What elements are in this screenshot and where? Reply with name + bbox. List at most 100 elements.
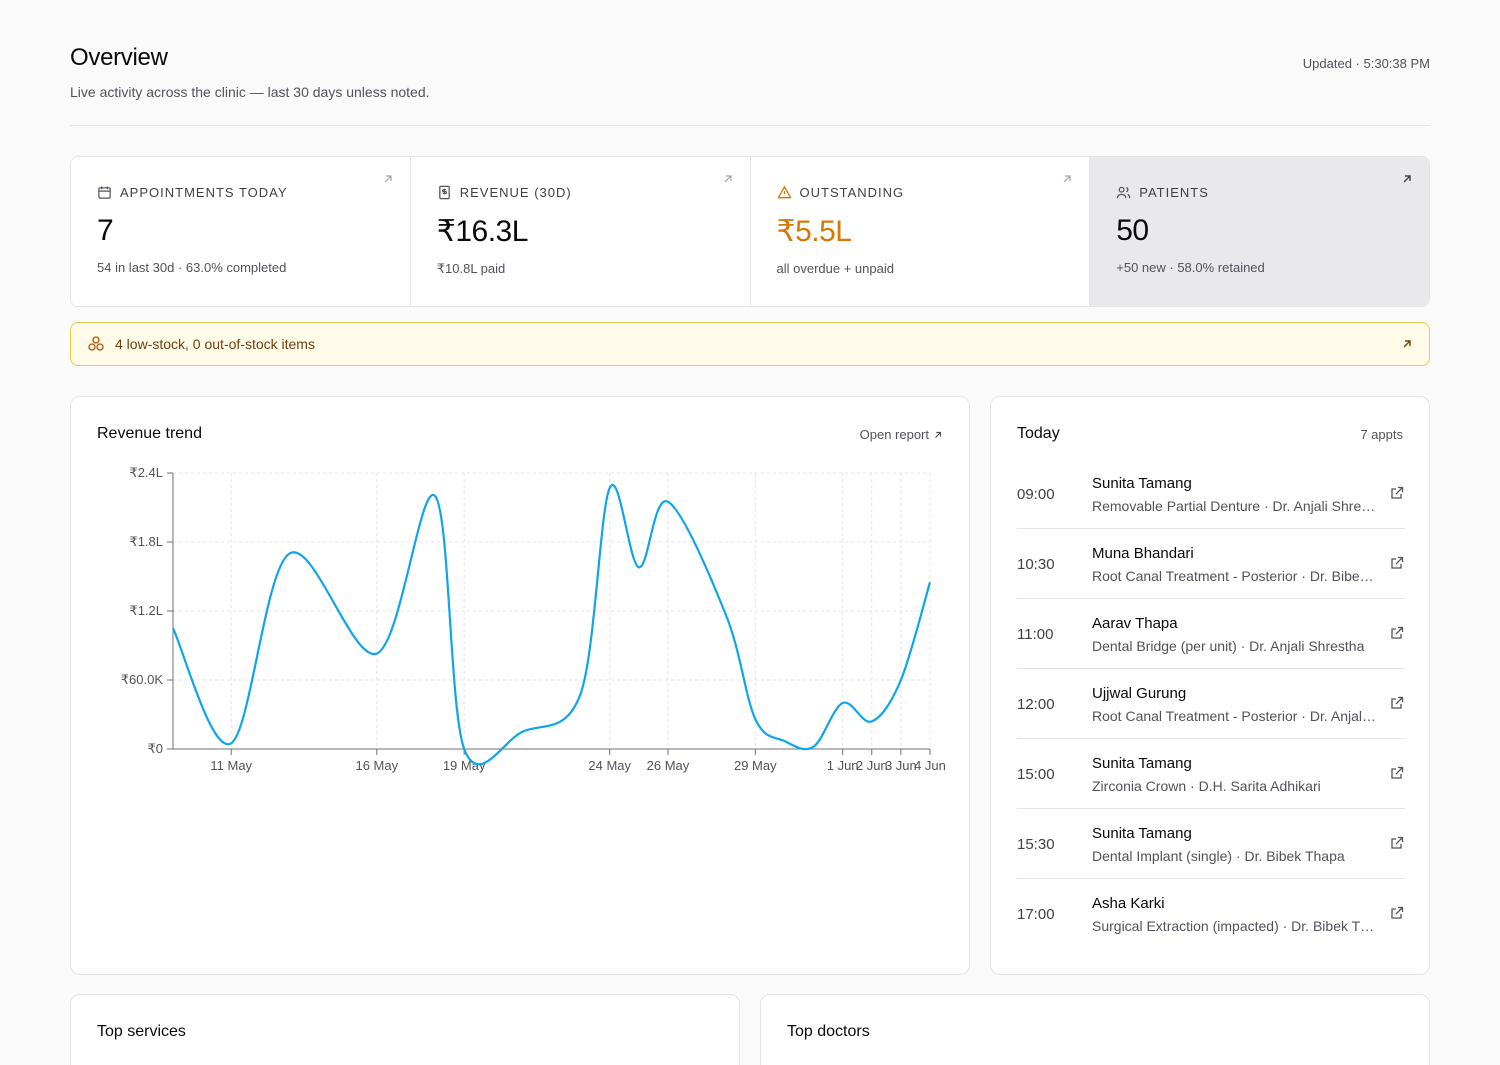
header-divider xyxy=(70,125,1430,126)
page-header: Overview Live activity across the clinic… xyxy=(70,44,1430,100)
appointment-time: 10:30 xyxy=(1017,556,1055,573)
stat-patients[interactable]: Patients 50 +50 new · 58.0% retained xyxy=(1090,157,1429,306)
appointment-time: 15:00 xyxy=(1017,766,1055,783)
users-icon xyxy=(1117,186,1131,199)
external-link-icon[interactable] xyxy=(1389,625,1405,641)
patient-name: Ujjwal Gurung xyxy=(1092,685,1187,702)
appointment-time: 11:00 xyxy=(1017,626,1054,643)
appointment-row[interactable]: 17:00 Asha Karki Surgical Extraction (impa… xyxy=(1017,879,1405,949)
revenue-line-chart: ₹0 ₹60.0K ₹1.2L ₹1.8L ₹2.4L 11 May 16 May 19 Ma… xyxy=(121,465,946,773)
arrow-up-right-icon xyxy=(1063,175,1071,183)
stat-value: 7 xyxy=(97,214,114,247)
stats-row: Appointments today 7 54 in last 30d · 63… xyxy=(70,156,1430,307)
appointment-detail: Surgical Extraction (impacted) · Dr. Bib… xyxy=(1092,918,1377,934)
y-tick-label: ₹60.0K xyxy=(121,672,164,687)
stat-value: 50 xyxy=(1116,214,1149,247)
revenue-series-line xyxy=(172,483,932,766)
x-tick-label: 3 Jun xyxy=(885,758,917,773)
stat-appointments-today[interactable]: Appointments today 7 54 in last 30d · 63… xyxy=(71,157,411,306)
patient-name: Sunita Tamang xyxy=(1092,475,1192,492)
y-tick-label: ₹2.4L xyxy=(129,465,163,480)
external-link-icon[interactable] xyxy=(1389,695,1405,711)
appt-count: 7 appts xyxy=(1360,427,1403,442)
stat-outstanding[interactable]: Outstanding ₹5.5L all overdue + unpaid xyxy=(751,157,1091,306)
stat-value: ₹16.3L xyxy=(436,215,529,248)
page-title: Overview xyxy=(70,44,168,71)
y-tick-label: ₹0 xyxy=(147,741,163,756)
external-link-icon[interactable] xyxy=(1389,765,1405,781)
page-subtitle: Live activity across the clinic — last 3… xyxy=(70,84,430,100)
open-report-link[interactable]: Open report xyxy=(860,427,943,442)
appointment-detail: Removable Partial Denture · Dr. Anjali S… xyxy=(1092,498,1377,514)
external-link-icon[interactable] xyxy=(1389,555,1405,571)
appointment-time: 15:30 xyxy=(1017,836,1055,853)
top-services-card: Top services xyxy=(70,994,740,1065)
appointment-time: 17:00 xyxy=(1017,906,1055,923)
y-tick-label: ₹1.8L xyxy=(129,534,163,549)
external-link-icon[interactable] xyxy=(1389,485,1405,501)
appointment-detail: Dental Implant (single) · Dr. Bibek Thap… xyxy=(1092,848,1345,864)
card-title: Today xyxy=(1017,425,1060,442)
stat-sub: ₹10.8L paid xyxy=(436,261,506,276)
external-link-icon[interactable] xyxy=(1389,905,1405,921)
today-card: Today 7 appts 09:00 Sunita Tamang Removabl… xyxy=(990,396,1430,975)
patient-name: Aarav Thapa xyxy=(1092,615,1178,632)
receipt-icon xyxy=(438,185,450,200)
stat-sub: 54 in last 30d · 63.0% completed xyxy=(97,260,287,275)
appointment-row[interactable]: 11:00 Aarav Thapa Dental Bridge (per unit)… xyxy=(1017,599,1405,669)
appointment-row[interactable]: 12:00 Ujjwal Gurung Root Canal Treatment -… xyxy=(1017,669,1405,739)
appointment-detail: Dental Bridge (per unit) · Dr. Anjali Sh… xyxy=(1092,638,1365,654)
arrow-up-right-icon xyxy=(384,175,392,183)
boxes-icon xyxy=(88,336,104,351)
patient-name: Muna Bhandari xyxy=(1092,545,1194,562)
appointment-row[interactable]: 15:00 Sunita Tamang Zirconia Crown · D.H. … xyxy=(1017,739,1405,809)
arrow-up-right-icon xyxy=(1403,175,1411,183)
card-title: Revenue trend xyxy=(97,425,202,442)
stat-label-row: Appointments today xyxy=(97,185,384,200)
stat-label: Outstanding xyxy=(799,185,905,200)
x-tick-label: 1 Jun xyxy=(827,758,859,773)
stat-label: Revenue (30D) xyxy=(459,185,572,200)
stat-label: Patients xyxy=(1139,185,1209,200)
x-tick-label: 29 May xyxy=(734,758,777,773)
appointment-time: 12:00 xyxy=(1017,696,1055,713)
appointment-detail: Root Canal Treatment - Posterior · Dr. B… xyxy=(1092,568,1377,584)
stat-label-row: Patients xyxy=(1116,185,1403,200)
low-stock-alert[interactable]: 4 low-stock, 0 out-of-stock items xyxy=(70,322,1430,366)
arrow-up-right-icon xyxy=(1403,340,1411,348)
appointment-list: 09:00 Sunita Tamang Removable Partial Dent… xyxy=(1017,459,1405,949)
appointment-row[interactable]: 10:30 Muna Bhandari Root Canal Treatment -… xyxy=(1017,529,1405,599)
x-tick-label: 26 May xyxy=(647,758,690,773)
arrow-up-right-icon xyxy=(724,175,732,183)
appointment-detail: Zirconia Crown · D.H. Sarita Adhikari xyxy=(1092,778,1321,794)
updated-timestamp: Updated · 5:30:38 PM xyxy=(1302,56,1430,71)
external-link-icon[interactable] xyxy=(1389,835,1405,851)
stat-label: Appointments today xyxy=(120,185,288,200)
patient-name: Sunita Tamang xyxy=(1092,825,1192,842)
patient-name: Asha Karki xyxy=(1092,895,1165,912)
x-tick-label: 19 May xyxy=(443,758,486,773)
stat-value: ₹5.5L xyxy=(776,215,852,248)
x-tick-label: 2 Jun xyxy=(856,758,888,773)
open-report-label: Open report xyxy=(859,427,929,442)
y-tick-label: ₹1.2L xyxy=(129,603,163,618)
appointment-row[interactable]: 15:30 Sunita Tamang Dental Implant (single… xyxy=(1017,809,1405,879)
top-doctors-card: Top doctors xyxy=(760,994,1430,1065)
card-title: Top services xyxy=(97,1023,186,1040)
appointment-row[interactable]: 09:00 Sunita Tamang Removable Partial Dent… xyxy=(1017,459,1405,529)
arrow-up-right-icon xyxy=(935,431,942,438)
x-tick-label: 11 May xyxy=(210,758,252,773)
x-tick-label: 4 Jun xyxy=(914,758,946,773)
appointment-time: 09:00 xyxy=(1017,486,1055,503)
appointment-detail: Root Canal Treatment - Posterior · Dr. A… xyxy=(1092,708,1377,724)
stat-label-row: Revenue (30D) xyxy=(437,185,724,200)
revenue-trend-card: Revenue trend Open report ₹0 ₹60.0K ₹1.2L ₹… xyxy=(70,396,970,975)
x-tick-label: 24 May xyxy=(588,758,631,773)
warning-icon xyxy=(776,185,792,199)
stat-revenue[interactable]: Revenue (30D) ₹16.3L ₹10.8L paid xyxy=(411,157,751,306)
card-title: Top doctors xyxy=(787,1023,870,1040)
stat-label-row: Outstanding xyxy=(776,185,1064,200)
calendar-icon xyxy=(98,186,111,199)
alert-text: 4 low-stock, 0 out-of-stock items xyxy=(115,336,315,352)
stat-sub: +50 new · 58.0% retained xyxy=(1116,260,1265,275)
